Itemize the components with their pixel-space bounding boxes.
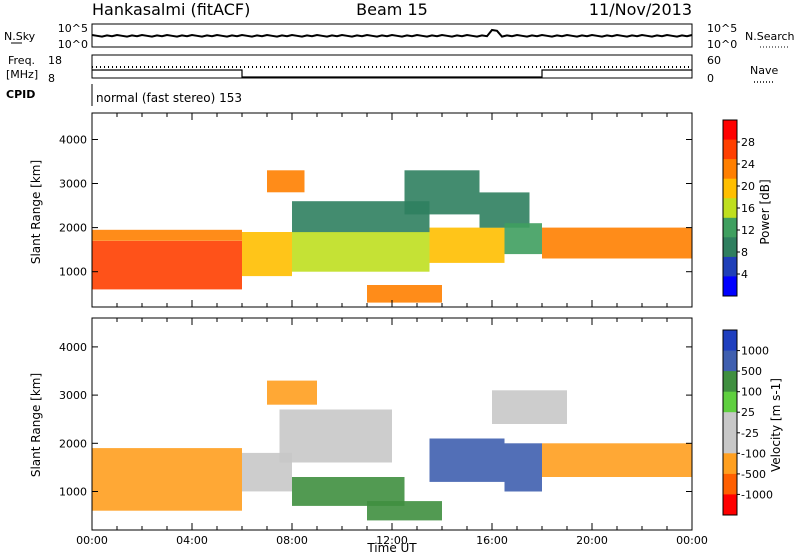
noise-right-label: N.Search [745,30,795,43]
velocity-ytick-3: 1000 [59,486,87,499]
velocity-region-0 [92,448,242,511]
velocity-region-6 [504,443,542,492]
noise-left-tick-top: 10^5 [58,22,88,35]
power-data-regions [92,170,692,303]
power-colorbar-tick-6: 4 [741,268,748,281]
power-ytick-3: 1000 [59,266,87,279]
velocity-region-2 [279,409,392,463]
power-colorbar-tick-4: 12 [741,224,755,237]
velocity-ytick-1: 3000 [59,389,87,402]
noise-right-tick-bottom: 10^0 [707,38,737,51]
velocity-region-4 [367,501,442,521]
xtick-0: 00:00 [76,534,108,547]
xtick-6: 00:00 [676,534,708,547]
velocity-colorbar: 1000 500 100 25 -25 -100 -500 -1000 [722,329,773,516]
cpid-label: CPID [6,88,35,101]
power-region-8 [504,223,542,255]
date-title: 11/Nov/2013 [589,0,692,19]
velocity-region-9 [267,380,317,405]
power-region-2 [242,232,292,277]
noise-left-tick-bottom: 10^0 [58,38,88,51]
power-region-3 [292,232,430,272]
power-colorbar-tick-1: 24 [741,158,755,171]
power-x-ticks [91,113,693,307]
power-ylabel: Slant Range [km] [29,160,43,264]
beam-title: Beam 15 [356,0,428,19]
power-ytick-0: 4000 [59,134,87,147]
power-region-1 [92,229,242,241]
power-colorbar: 28 24 20 16 12 8 4 [722,119,755,297]
freq-label-line2: [MHz] [6,68,38,81]
frequency-step-line [92,69,692,78]
power-region-7 [479,192,530,228]
velocity-ytick-2: 2000 [59,437,87,450]
velocity-ytick-0: 4000 [59,341,87,354]
power-colorbar-tick-3: 16 [741,202,755,215]
power-ytick-1: 3000 [59,178,87,191]
power-colorbar-tick-5: 8 [741,246,748,259]
power-region-9 [542,227,692,259]
velocity-colorbar-tick-4: -25 [741,427,759,440]
velocity-colorbar-tick-2: 100 [741,386,762,399]
frequency-panel: Freq. [MHz] 18 8 60 0 Nave [6,54,778,85]
power-region-5 [367,285,442,303]
xtick-1: 04:00 [176,534,208,547]
velocity-colorbar-tick-6: -500 [741,468,766,481]
velocity-region-3 [292,477,405,506]
power-region-10 [267,170,305,193]
nave-label: Nave [750,64,778,77]
velocity-colorbar-tick-1: 500 [741,365,762,378]
velocity-ylabel: Slant Range [km] [29,373,43,477]
station-title: Hankasalmi (fitACF) [92,0,250,19]
power-panel: 4000 3000 2000 1000 Slant Range [km] 28 24 20… [29,112,772,308]
noise-right-tick-top: 10^5 [707,22,737,35]
velocity-region-5 [429,438,505,482]
noise-left-label: N.Sky [4,30,36,43]
nave-tick-bottom: 0 [707,72,714,85]
power-colorbar-label: Power [dB] [758,179,772,244]
velocity-panel: 4000 3000 2000 1000 00:00 04:00 08:00 12:00 16:… [29,317,783,554]
power-colorbar-tick-2: 20 [741,180,755,193]
power-region-11 [404,170,480,215]
xtick-2: 08:00 [276,534,308,547]
xtick-4: 16:00 [476,534,508,547]
velocity-data-regions [92,380,692,521]
power-y-ticks: 4000 3000 2000 1000 [59,134,692,279]
velocity-colorbar-label: Velocity [m s-1] [769,378,783,472]
velocity-colorbar-tick-5: -100 [741,447,766,460]
velocity-region-7 [542,443,692,477]
freq-tick-bottom: 8 [48,72,55,85]
xtick-5: 20:00 [576,534,608,547]
noise-panel: N.Sky 10^5 10^0 10^5 10^0 N.Search [4,22,795,51]
velocity-region-8 [492,390,567,424]
power-region-6 [429,227,505,263]
xtick-3: 12:00 [376,534,408,547]
power-region-0 [92,240,242,290]
freq-label-line1: Freq. [8,54,35,67]
freq-tick-top: 18 [48,54,62,67]
velocity-x-ticks: 00:00 04:00 08:00 12:00 16:00 20:00 00:00 [76,318,708,547]
velocity-y-ticks: 4000 3000 2000 1000 [59,341,692,499]
cpid-text: normal (fast stereo) 153 [96,91,242,105]
nave-tick-top: 60 [707,54,721,67]
power-ytick-2: 2000 [59,222,87,235]
velocity-colorbar-tick-7: -1000 [741,488,773,501]
velocity-colorbar-tick-3: 25 [741,406,755,419]
velocity-colorbar-tick-0: 1000 [741,345,769,358]
time-axis-label: Time UT [366,541,417,554]
noise-sky-line [91,28,693,38]
power-colorbar-tick-0: 28 [741,136,755,149]
